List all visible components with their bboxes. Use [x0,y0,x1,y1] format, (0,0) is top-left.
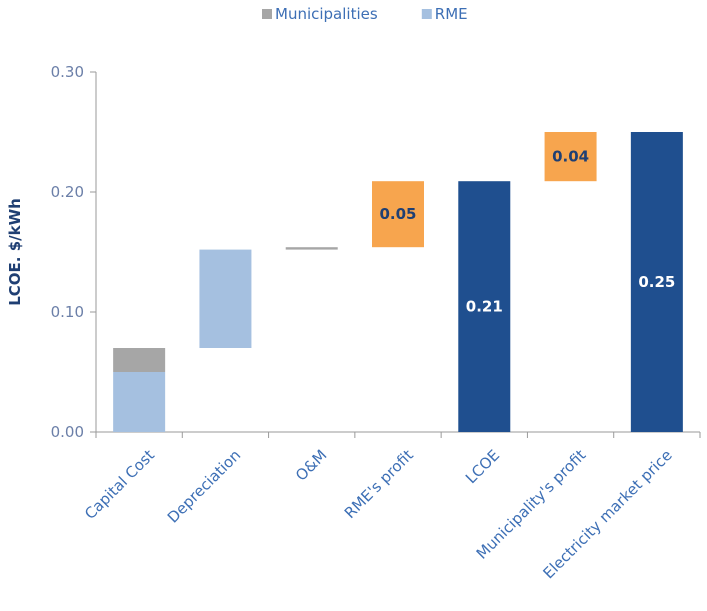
y-tick-label: 0.20 [51,183,84,201]
legend-label: RME [435,5,468,23]
data-label: 0.04 [552,148,589,166]
bar-segment [544,132,597,182]
bar-segment [199,249,252,348]
y-tick-label: 0.30 [51,63,84,81]
bar-segment [630,132,683,432]
bar-segment [285,247,338,250]
y-tick-label: 0.10 [51,303,84,321]
legend-swatch [262,9,272,19]
y-tick-label: 0.00 [51,423,84,441]
data-label: 0.05 [379,205,416,223]
legend-swatch [421,9,432,19]
bar-labels: 0.05 0.21 0.04 0.25 [379,148,675,316]
x-tick-label: LCOE [462,446,503,487]
bar-segment [458,181,511,432]
legend-label: Municipalities [275,5,378,23]
x-tick-label: Capital Cost [81,446,158,523]
y-axis-label: LCOE. $/kWh [6,198,24,306]
y-axis: 0.00 0.10 0.20 0.30 [51,63,97,441]
bars [113,132,683,432]
bar-segment [113,348,166,372]
data-label: 0.21 [466,298,503,316]
x-tick-label: Depreciation [164,446,244,526]
x-tick-label: RME's profit [341,446,417,522]
data-label: 0.25 [638,273,675,291]
bar-segment [113,372,166,432]
bar-segment [372,181,424,248]
x-tick-label: O&M [292,446,331,485]
legend: Municipalities RME [262,5,468,23]
x-axis: Capital Cost Depreciation O&M RME's profit L… [81,431,701,582]
